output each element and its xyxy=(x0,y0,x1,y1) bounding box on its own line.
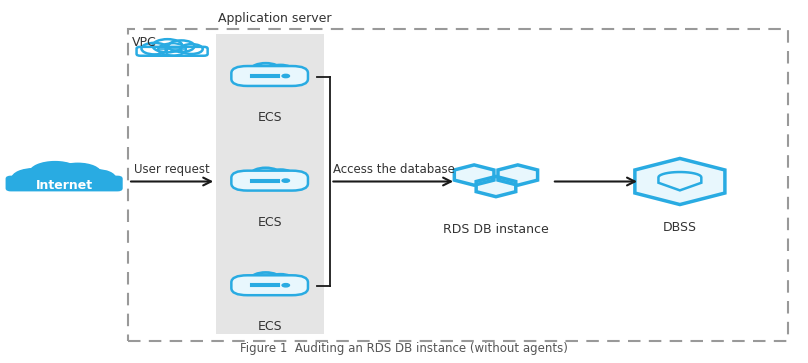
Circle shape xyxy=(267,170,293,181)
Circle shape xyxy=(180,44,203,54)
Polygon shape xyxy=(476,176,516,197)
Polygon shape xyxy=(659,172,701,190)
Polygon shape xyxy=(454,165,494,185)
Circle shape xyxy=(168,40,195,52)
Circle shape xyxy=(250,63,280,77)
Text: DBSS: DBSS xyxy=(663,221,696,234)
Text: VPC: VPC xyxy=(133,36,157,49)
Circle shape xyxy=(141,43,167,54)
Circle shape xyxy=(237,171,265,184)
FancyBboxPatch shape xyxy=(7,177,121,190)
FancyBboxPatch shape xyxy=(231,66,308,86)
Text: ECS: ECS xyxy=(257,216,282,229)
Text: User request: User request xyxy=(134,163,210,176)
Text: RDS DB instance: RDS DB instance xyxy=(443,223,549,236)
Polygon shape xyxy=(635,158,725,205)
FancyBboxPatch shape xyxy=(235,71,305,81)
Circle shape xyxy=(153,39,183,52)
Polygon shape xyxy=(498,165,537,185)
Circle shape xyxy=(267,274,293,286)
Circle shape xyxy=(30,162,80,184)
FancyBboxPatch shape xyxy=(216,34,324,334)
FancyBboxPatch shape xyxy=(137,47,208,56)
Circle shape xyxy=(237,276,265,288)
FancyBboxPatch shape xyxy=(235,280,305,290)
Circle shape xyxy=(250,168,280,181)
Circle shape xyxy=(282,284,289,287)
FancyBboxPatch shape xyxy=(231,275,308,295)
Circle shape xyxy=(77,170,115,187)
FancyBboxPatch shape xyxy=(240,173,300,183)
Circle shape xyxy=(12,170,55,188)
Circle shape xyxy=(280,278,301,288)
Circle shape xyxy=(250,273,280,286)
Circle shape xyxy=(282,179,289,182)
Text: ECS: ECS xyxy=(257,320,282,333)
FancyBboxPatch shape xyxy=(142,45,202,52)
Circle shape xyxy=(280,69,301,79)
Circle shape xyxy=(237,67,265,79)
FancyBboxPatch shape xyxy=(235,176,305,186)
Circle shape xyxy=(267,65,293,77)
FancyBboxPatch shape xyxy=(231,171,308,191)
FancyBboxPatch shape xyxy=(240,277,300,287)
FancyBboxPatch shape xyxy=(240,68,300,78)
Text: Access the database: Access the database xyxy=(333,163,455,176)
Text: Internet: Internet xyxy=(36,179,93,192)
Text: Figure 1  Auditing an RDS DB instance (without agents): Figure 1 Auditing an RDS DB instance (wi… xyxy=(240,342,568,355)
Circle shape xyxy=(280,174,301,183)
Text: ECS: ECS xyxy=(257,111,282,124)
Text: Application server: Application server xyxy=(217,12,331,25)
Circle shape xyxy=(282,74,289,78)
Circle shape xyxy=(55,164,101,184)
